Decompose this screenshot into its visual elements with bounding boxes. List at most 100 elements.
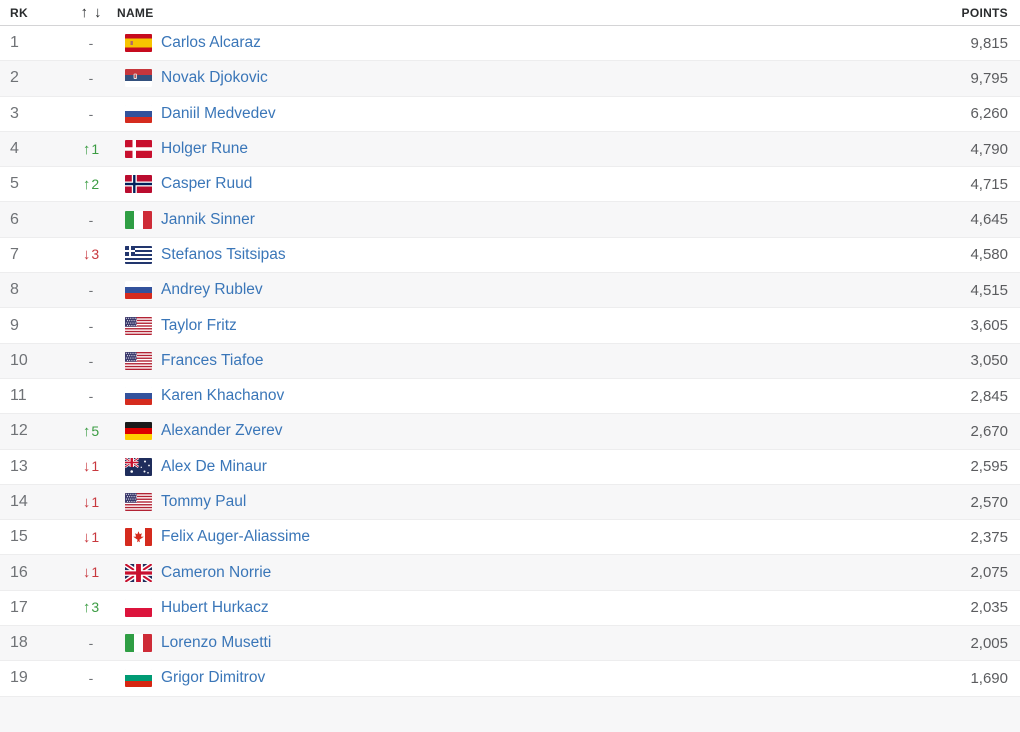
table-row: 6 - Jannik Sinner 4,645 [0,202,1020,238]
rank-value: 15 [10,528,28,546]
flag-poland-icon [125,598,152,617]
points-value: 2,375 [970,528,1008,546]
rank-value: 17 [10,598,28,616]
player-link[interactable]: Holger Rune [161,140,249,158]
flag-russia-icon [125,104,152,123]
trend-value: 1 [91,564,100,581]
player-link[interactable]: Hubert Hurkacz [161,598,269,616]
trend-value: 1 [91,140,100,157]
rank-value: 10 [10,351,28,369]
arrow-down-icon: ↓ [82,564,91,582]
arrow-up-icon: ↑ [82,422,91,440]
player-link[interactable]: Casper Ruud [161,175,253,193]
player-cell: Lorenzo Musetti [117,634,868,653]
points-value: 2,845 [970,387,1008,405]
player-cell: Carlos Alcaraz [117,34,868,53]
player-cell: Alex De Minaur [117,457,868,476]
player-link[interactable]: Taylor Fritz [161,316,237,334]
flag-norway-icon [125,175,152,194]
player-link[interactable]: Novak Djokovic [161,69,268,87]
flag-canada-icon [125,528,152,547]
rank-value: 1 [10,34,19,52]
rank-value: 14 [10,493,28,510]
table-row: 1 - Carlos Alcaraz 9,815 [0,26,1020,62]
trend-up: ↑ 3 [65,599,117,616]
rank-value: 16 [10,563,28,581]
table-row: 13 ↓ 1 Alex De Minaur 2,595 [0,449,1020,485]
table-row: 5 ↑ 2 Casper Ruud 4,715 [0,167,1020,203]
rank-value: 9 [10,316,19,334]
flag-usa-icon [125,351,152,370]
player-cell: Felix Auger-Aliassime [117,528,868,547]
table-row: 10 - Frances Tiafoe 3,050 [0,343,1020,379]
player-link[interactable]: Cameron Norrie [161,563,272,581]
trend-column-header: ↑ ↓ [65,4,117,21]
trend-down: ↓ 1 [65,529,117,546]
rank-value: 18 [10,634,28,652]
trend-down-icon: ↓ [94,4,102,21]
points-value: 2,075 [970,564,1008,582]
flag-denmark-icon [125,140,152,159]
trend-no-change: - [88,635,94,652]
player-link[interactable]: Daniil Medvedev [161,104,276,122]
player-cell: Daniil Medvedev [117,104,868,123]
player-link[interactable]: Carlos Alcaraz [161,34,261,52]
trend-up-icon: ↑ [80,4,89,21]
player-cell: Hubert Hurkacz [117,598,868,617]
trend-value: 1 [91,493,100,510]
player-link[interactable]: Grigor Dimitrov [161,669,266,687]
rank-value: 4 [10,140,19,158]
player-cell: Cameron Norrie [117,563,868,582]
table-row: 18 - Lorenzo Musetti 2,005 [0,626,1020,662]
player-link[interactable]: Tommy Paul [161,493,247,510]
points-value: 4,580 [970,246,1008,264]
points-value: 2,595 [970,458,1008,476]
player-link[interactable]: Jannik Sinner [161,210,255,228]
player-cell: Casper Ruud [117,175,868,194]
points-value: 3,050 [970,352,1008,370]
table-row: 16 ↓ 1 Cameron Norrie 2,075 [0,555,1020,591]
player-link[interactable]: Stefanos Tsitsipas [161,245,286,263]
rank-value: 13 [10,457,28,475]
trend-value: 2 [91,175,100,192]
points-value: 2,005 [970,634,1008,652]
arrow-down-icon: ↓ [82,458,91,476]
player-link[interactable]: Frances Tiafoe [161,351,264,369]
player-link[interactable]: Karen Khachanov [161,387,285,405]
points-value: 2,035 [970,599,1008,617]
name-column-header: NAME [117,5,154,20]
trend-up: ↑ 2 [65,176,117,193]
rank-value: 12 [10,422,28,440]
trend-down: ↓ 3 [65,246,117,263]
points-value: 4,715 [970,175,1008,193]
flag-italy-icon [125,210,152,229]
rank-value: 3 [10,104,19,122]
trend-value: 5 [91,422,100,439]
flag-usa-icon [125,493,152,511]
rank-column-header: RK [10,5,28,20]
points-value: 2,570 [970,493,1008,511]
points-value: 4,645 [970,211,1008,229]
player-link[interactable]: Alexander Zverev [161,422,283,440]
flag-russia-icon [125,387,152,406]
table-row: 12 ↑ 5 Alexander Zverev 2,670 [0,414,1020,450]
rank-value: 11 [10,387,27,405]
arrow-down-icon: ↓ [82,493,91,511]
player-link[interactable]: Andrey Rublev [161,281,263,299]
player-link[interactable]: Lorenzo Musetti [161,634,272,652]
arrow-up-icon: ↑ [82,175,91,193]
player-cell: Andrey Rublev [117,281,868,300]
player-cell: Grigor Dimitrov [117,669,868,688]
table-row: 3 - Daniil Medvedev 6,260 [0,96,1020,132]
table-row: 15 ↓ 1 Felix Auger-Aliassime 2,375 [0,520,1020,556]
flag-usa-icon [125,316,152,335]
player-link[interactable]: Alex De Minaur [161,457,267,475]
player-link[interactable]: Felix Auger-Aliassime [161,528,311,546]
player-cell: Stefanos Tsitsipas [117,245,868,264]
table-row: 19 - Grigor Dimitrov 1,690 [0,661,1020,697]
trend-no-change: - [88,105,94,122]
rank-value: 19 [10,669,28,687]
table-row: 9 - Taylor Fritz 3,605 [0,308,1020,344]
table-header: RK ↑ ↓ NAME POINTS [0,0,1020,26]
flag-serbia-icon [125,69,152,88]
